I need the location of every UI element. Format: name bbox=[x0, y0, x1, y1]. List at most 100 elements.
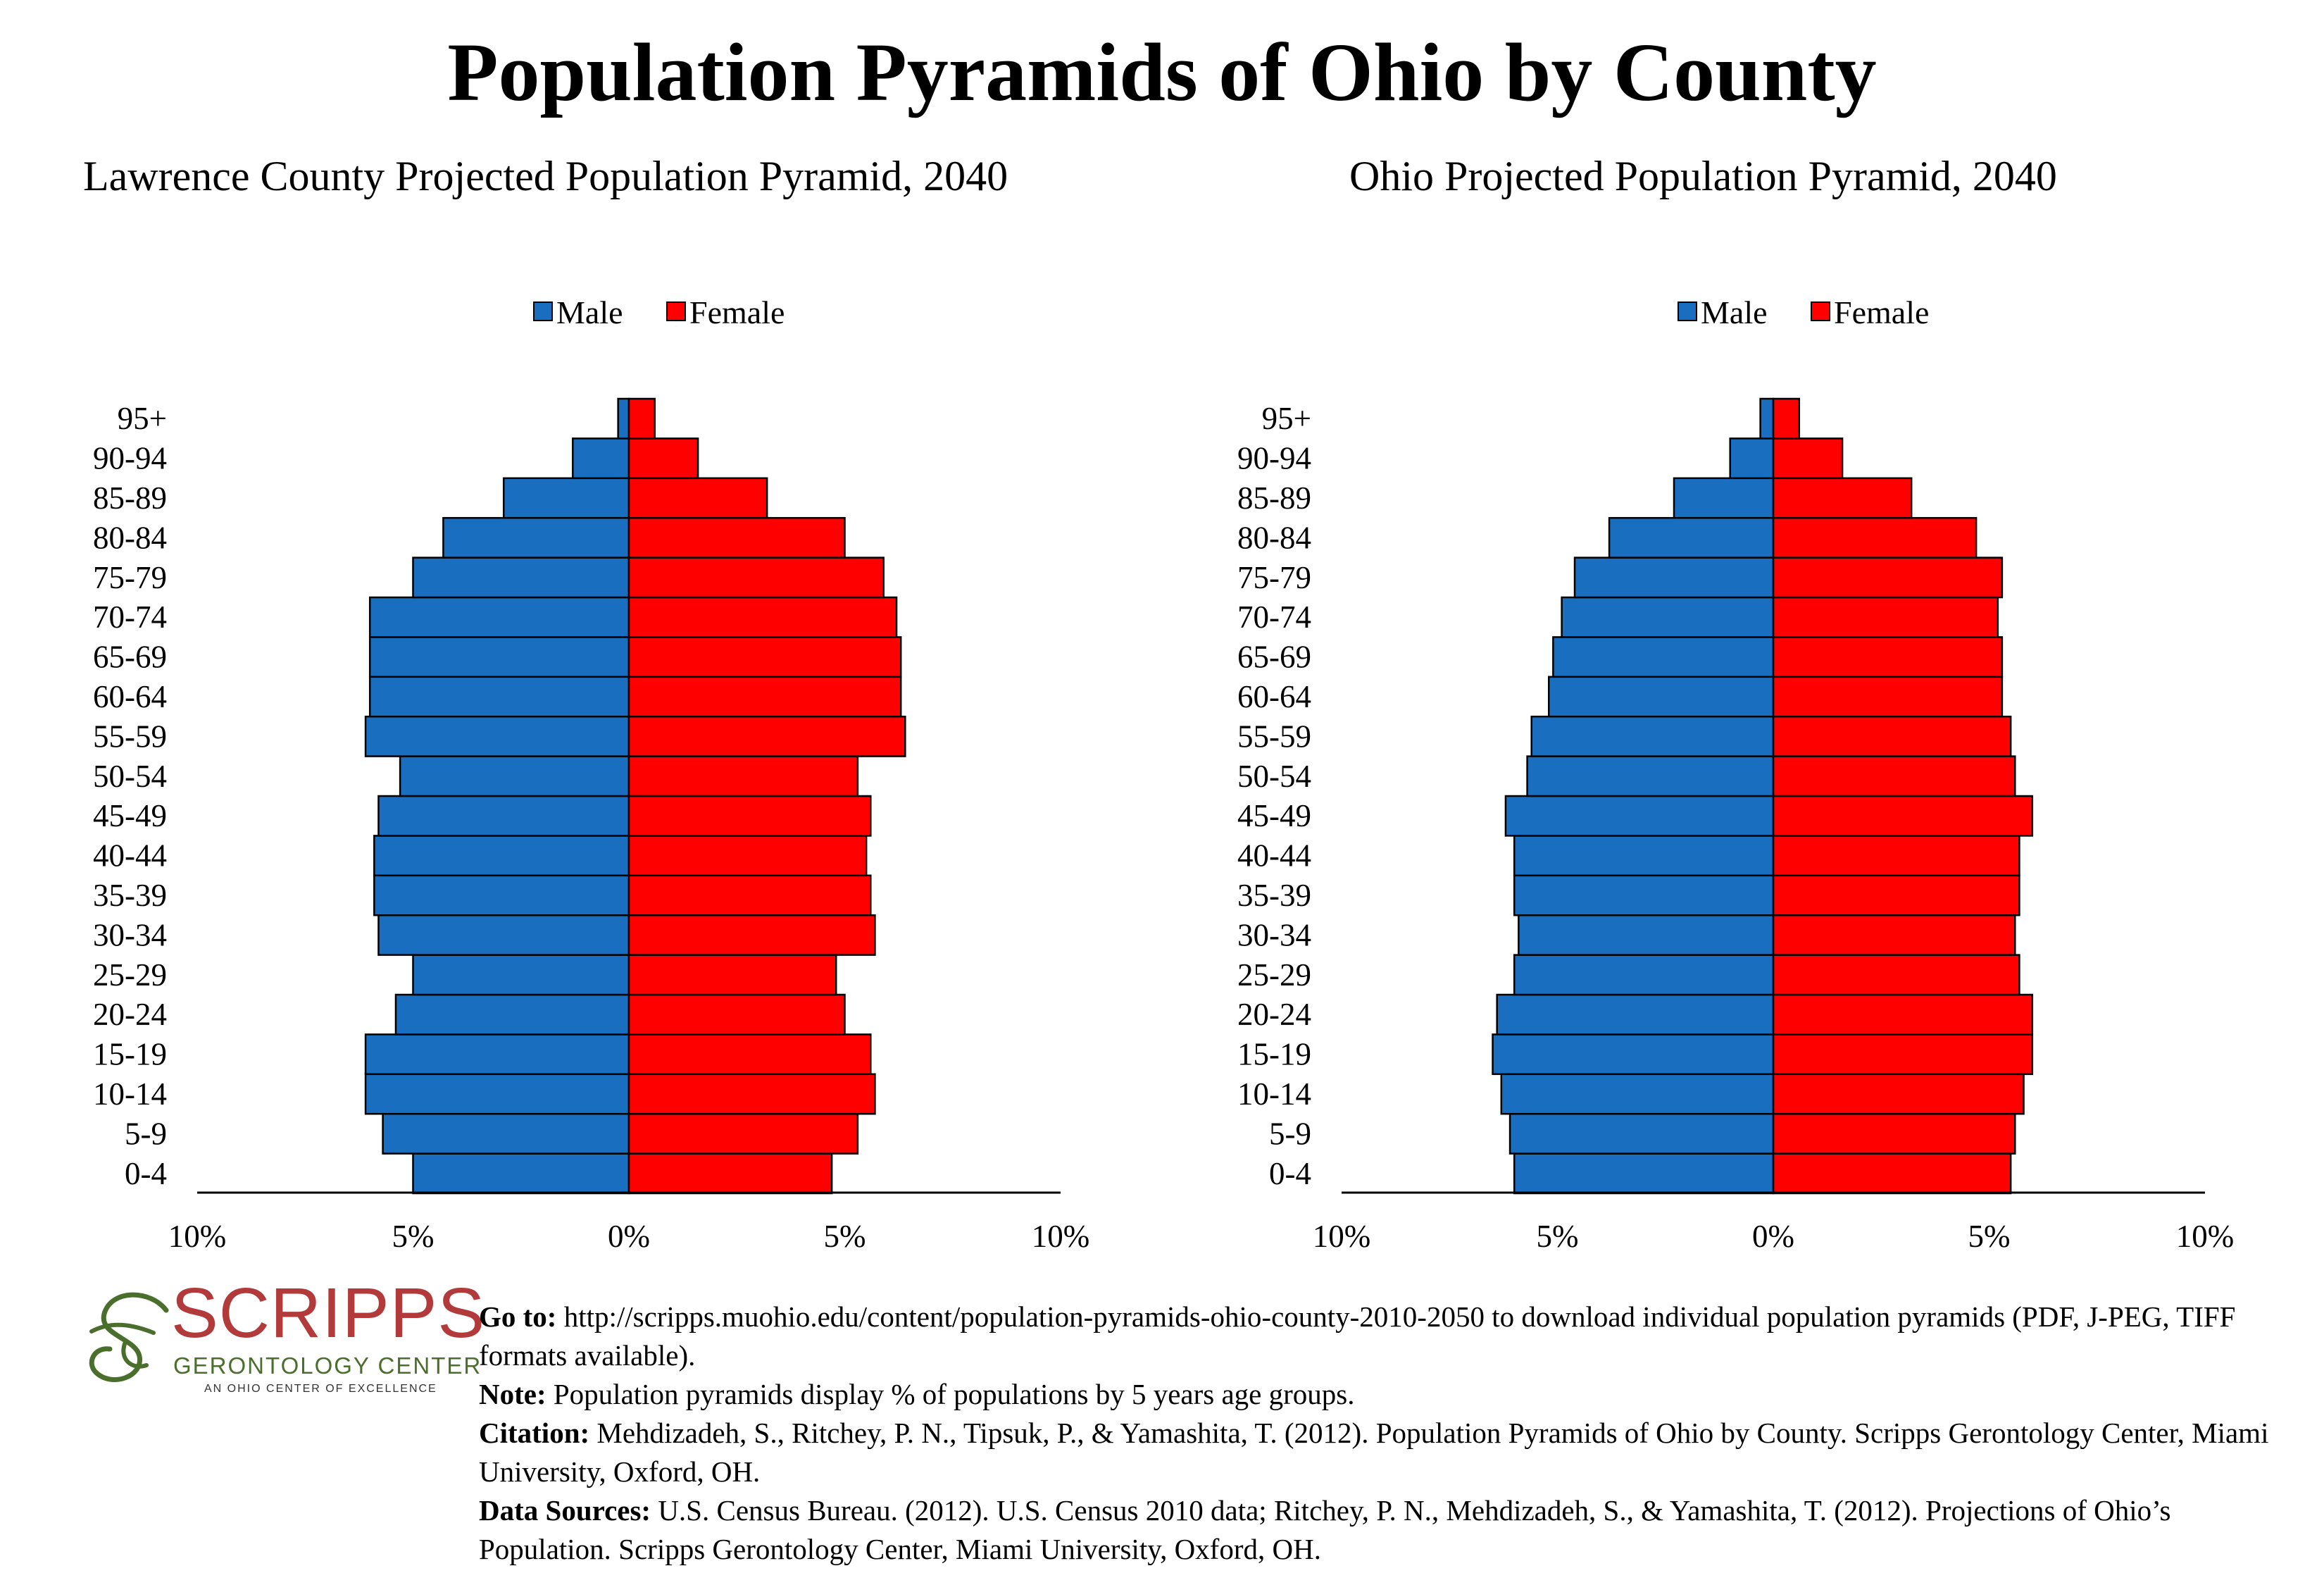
bar-male-15-19 bbox=[1492, 1033, 1775, 1076]
bar-male-60-64 bbox=[1547, 676, 1775, 718]
bar-male-20-24 bbox=[394, 993, 630, 1036]
legend-male-label: Male bbox=[1701, 294, 1768, 330]
bar-male-25-29 bbox=[1513, 954, 1775, 996]
age-label: 30-34 bbox=[1237, 917, 1311, 952]
bar-male-20-24 bbox=[1496, 993, 1775, 1036]
bar-female-90-94 bbox=[627, 437, 699, 480]
citation: Citation: Mehdizadeh, S., Ritchey, P. N.… bbox=[479, 1417, 2269, 1488]
bar-female-20-24 bbox=[1772, 993, 2034, 1036]
bar-female-0-4 bbox=[627, 1152, 833, 1195]
age-label: 20-24 bbox=[93, 997, 167, 1032]
age-label: 15-19 bbox=[93, 1037, 167, 1072]
bar-female-15-19 bbox=[1772, 1033, 2034, 1076]
x-tick-label: 5% bbox=[824, 1219, 866, 1254]
age-label: 25-29 bbox=[93, 957, 167, 993]
bar-male-30-34 bbox=[377, 914, 630, 956]
bar-female-20-24 bbox=[627, 993, 846, 1036]
age-label: 35-39 bbox=[1237, 878, 1311, 913]
age-label: 40-44 bbox=[1237, 838, 1311, 874]
bar-female-10-14 bbox=[627, 1073, 876, 1115]
bar-female-45-49 bbox=[627, 795, 872, 837]
bar-male-85-89 bbox=[502, 477, 630, 519]
x-tick-label: 10% bbox=[2176, 1219, 2235, 1254]
age-label: 50-54 bbox=[93, 759, 167, 794]
bar-female-65-69 bbox=[1772, 636, 2004, 678]
age-label: 60-64 bbox=[93, 679, 167, 714]
bar-male-75-79 bbox=[1573, 557, 1775, 599]
x-tick-label: 10% bbox=[1313, 1219, 1371, 1254]
bar-male-50-54 bbox=[1526, 755, 1775, 797]
scripps-logo: SCRIPPS GERONTOLOGY CENTER AN OHIO CENTE… bbox=[83, 1278, 485, 1402]
age-label: 45-49 bbox=[93, 798, 167, 833]
bar-female-35-39 bbox=[627, 874, 872, 916]
bar-male-95+ bbox=[617, 397, 630, 440]
bar-female-85-89 bbox=[627, 477, 768, 519]
bar-female-95+ bbox=[627, 397, 656, 440]
bar-male-70-74 bbox=[1561, 596, 1775, 638]
bar-male-75-79 bbox=[412, 557, 630, 599]
age-label: 0-4 bbox=[125, 1156, 167, 1191]
age-label: 25-29 bbox=[1237, 957, 1311, 993]
bar-male-45-49 bbox=[377, 795, 630, 837]
age-label: 5-9 bbox=[125, 1116, 167, 1151]
logo-line1: GERONTOLOGY CENTER bbox=[173, 1353, 482, 1379]
bar-female-25-29 bbox=[1772, 954, 2020, 996]
bar-female-75-79 bbox=[1772, 557, 2004, 599]
bar-female-65-69 bbox=[627, 636, 902, 678]
legend: Male Female bbox=[533, 294, 785, 330]
age-label: 10-14 bbox=[93, 1076, 167, 1112]
bar-female-5-9 bbox=[1772, 1112, 2016, 1155]
bar-female-5-9 bbox=[627, 1112, 859, 1155]
bar-male-80-84 bbox=[442, 516, 630, 559]
bar-male-15-19 bbox=[364, 1033, 630, 1076]
x-tick-label: 0% bbox=[1752, 1219, 1794, 1254]
bar-male-45-49 bbox=[1504, 795, 1775, 837]
bar-female-10-14 bbox=[1772, 1073, 2025, 1115]
bar-male-95+ bbox=[1759, 397, 1775, 440]
legend-female-label: Female bbox=[689, 294, 785, 330]
age-label: 50-54 bbox=[1237, 759, 1311, 794]
x-tick-label: 5% bbox=[1968, 1219, 2011, 1254]
ohio-pyramid-chart: Ohio Projected Population Pyramid, 2040 M… bbox=[1237, 153, 2235, 1254]
bar-female-90-94 bbox=[1772, 437, 1844, 480]
goto-note: Go to: http://scripps.muohio.edu/content… bbox=[479, 1300, 2236, 1372]
legend-female-swatch bbox=[666, 302, 686, 321]
bar-female-40-44 bbox=[1772, 835, 2020, 877]
bar-male-50-54 bbox=[399, 755, 630, 797]
bar-female-70-74 bbox=[1772, 596, 1999, 638]
chart-subtitle: Ohio Projected Population Pyramid, 2040 bbox=[1349, 153, 2057, 199]
logo-wordmark: SCRIPPS bbox=[171, 1274, 486, 1353]
bar-male-40-44 bbox=[1513, 835, 1775, 877]
bar-female-55-59 bbox=[627, 715, 906, 757]
bar-male-80-84 bbox=[1608, 516, 1775, 559]
bar-male-65-69 bbox=[368, 636, 630, 678]
bar-male-10-14 bbox=[364, 1073, 630, 1115]
bar-male-55-59 bbox=[1530, 715, 1775, 757]
bar-male-35-39 bbox=[1513, 874, 1775, 916]
age-label: 75-79 bbox=[1237, 560, 1311, 595]
bar-female-55-59 bbox=[1772, 715, 2012, 757]
bar-female-70-74 bbox=[627, 596, 898, 638]
age-label: 90-94 bbox=[93, 441, 167, 476]
legend-male-swatch bbox=[1678, 302, 1697, 321]
bar-male-70-74 bbox=[368, 596, 630, 638]
age-label: 20-24 bbox=[1237, 997, 1311, 1032]
bar-female-95+ bbox=[1772, 397, 1801, 440]
bar-female-40-44 bbox=[627, 835, 868, 877]
bar-male-65-69 bbox=[1552, 636, 1775, 678]
x-tick-label: 5% bbox=[392, 1219, 435, 1254]
bar-female-60-64 bbox=[1772, 676, 2004, 718]
data-sources: Data Sources: U.S. Census Bureau. (2012)… bbox=[479, 1494, 2171, 1565]
scripps-swirl-icon bbox=[89, 1292, 169, 1382]
age-label: 80-84 bbox=[1237, 520, 1311, 555]
bar-male-0-4 bbox=[412, 1152, 630, 1195]
bar-male-0-4 bbox=[1513, 1152, 1775, 1195]
age-label: 10-14 bbox=[1237, 1076, 1311, 1112]
bar-male-85-89 bbox=[1673, 477, 1775, 519]
bar-male-55-59 bbox=[364, 715, 630, 757]
age-label: 75-79 bbox=[93, 560, 167, 595]
bar-male-90-94 bbox=[572, 437, 630, 480]
bar-female-75-79 bbox=[627, 557, 885, 599]
legend-male-label: Male bbox=[556, 294, 623, 330]
bar-female-80-84 bbox=[627, 516, 846, 559]
